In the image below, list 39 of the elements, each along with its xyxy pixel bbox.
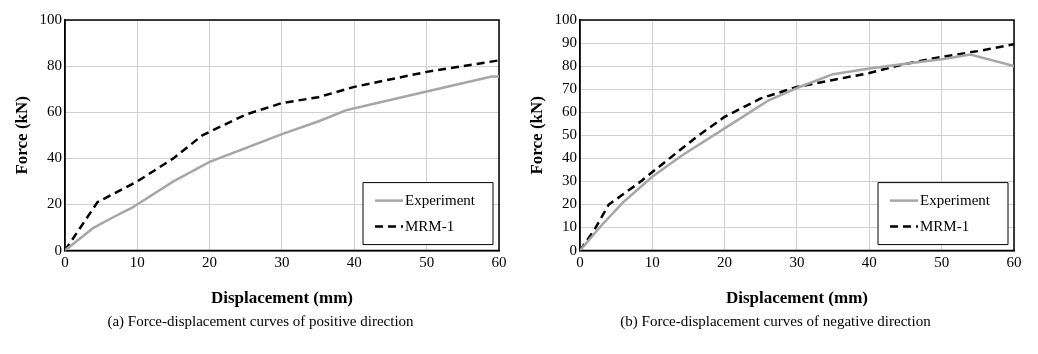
x-tick-label: 60	[1006, 253, 1022, 270]
y-tick-label: 100	[39, 10, 62, 27]
y-tick-label: 70	[561, 80, 577, 97]
x-tick-label: 20	[717, 253, 733, 270]
legend-label: MRM-1	[405, 217, 455, 234]
legend-label: MRM-1	[920, 217, 970, 234]
y-tick-label: 40	[561, 149, 577, 166]
y-tick-label: 80	[46, 57, 62, 74]
x-tick-label: 40	[346, 253, 362, 270]
y-tick-label: 100	[554, 10, 577, 27]
y-tick-label: 80	[561, 57, 577, 74]
y-tick-label: 60	[561, 103, 577, 120]
text: (a) Force-displacement curves of positive direction	[106, 313, 415, 330]
legend-label: Experiment	[405, 191, 476, 208]
y-tick-label: 20	[561, 195, 577, 212]
y-tick-label: 40	[46, 149, 62, 166]
x-tick-label: 10	[129, 253, 145, 270]
legend-label: Experiment	[920, 191, 991, 208]
x-tick-label: 50	[419, 253, 435, 270]
y-axis-title: Force (kN)	[526, 96, 546, 175]
x-tick-label: 60	[491, 253, 507, 270]
x-tick-label: 30	[789, 253, 805, 270]
x-tick-label: 40	[861, 253, 877, 270]
y-tick-label: 90	[561, 34, 577, 50]
x-tick-label: 50	[934, 253, 950, 270]
x-axis-title: Displacement (mm)	[725, 288, 868, 308]
x-axis-title: Displacement (mm)	[210, 288, 353, 308]
y-tick-label: 50	[561, 126, 577, 143]
y-tick-label: 0	[54, 241, 62, 258]
y-tick-label: 0	[569, 241, 577, 258]
x-tick-label: 30	[274, 253, 290, 270]
x-tick-label: 10	[644, 253, 660, 270]
y-tick-label: 10	[561, 218, 577, 235]
y-tick-label: 20	[46, 195, 62, 212]
x-tick-label: 20	[202, 253, 218, 270]
text: (b) Force-displacement curves of negative direction	[619, 313, 932, 330]
y-tick-label: 60	[46, 103, 62, 120]
y-axis-title: Force (kN)	[11, 96, 31, 175]
y-tick-label: 30	[561, 172, 577, 189]
